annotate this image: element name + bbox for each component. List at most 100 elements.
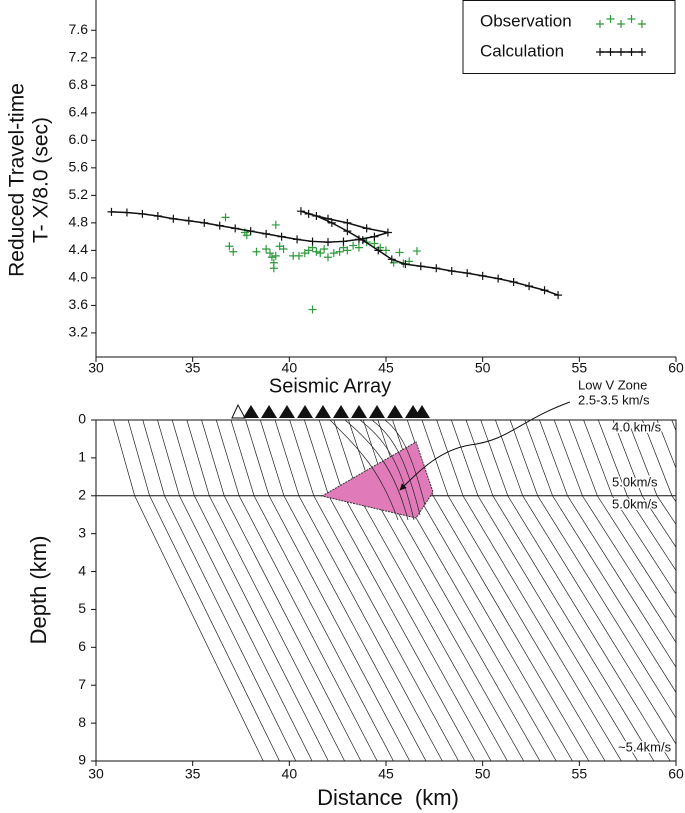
y-tick-label: 6 (78, 638, 86, 654)
calculation-marker (540, 286, 549, 295)
ray (465, 420, 655, 761)
ray (127, 420, 280, 761)
calculation-marker (308, 237, 317, 246)
ray (215, 420, 378, 761)
x-tick-label: 35 (185, 766, 201, 782)
observation-point (271, 251, 280, 260)
observation-point (349, 241, 358, 250)
y-tick-label: 5 (78, 600, 86, 616)
legend-marker (627, 15, 636, 23)
observation-point (266, 249, 274, 258)
y-tick-label: 1 (78, 449, 86, 465)
ray (201, 420, 362, 761)
y-axis-label: Reduced Travel-time (6, 83, 29, 277)
ray (509, 420, 676, 719)
observation-point (295, 251, 303, 260)
x-tick-label: 30 (88, 360, 104, 376)
observation-point (382, 246, 390, 255)
y-tick-label: 0 (78, 411, 86, 427)
calculation-marker (262, 229, 271, 238)
ray (642, 420, 676, 503)
observation-point (354, 243, 363, 252)
calculation-marker (383, 228, 392, 237)
ray (583, 420, 676, 595)
x-tick-label: 30 (88, 766, 104, 782)
y-tick-label: 7 (78, 676, 86, 692)
observation-point (229, 247, 238, 256)
y-tick-label: 4.4 (69, 241, 89, 257)
y-tick-label: 3.6 (69, 296, 89, 312)
annotation: 4.0 km/s (612, 419, 662, 434)
legend-marker (606, 48, 615, 56)
observation-point (312, 247, 321, 256)
calculation-marker (293, 235, 302, 244)
observation-point (252, 247, 261, 256)
zone-rays (329, 420, 426, 521)
y-tick-label: 5.2 (69, 186, 89, 202)
calculation-marker (416, 262, 425, 271)
calculation-marker (138, 209, 147, 218)
calculation-marker (343, 218, 352, 227)
y-tick-label: 7.2 (69, 48, 89, 64)
calculation-marker (354, 235, 363, 244)
observation-point (269, 264, 278, 273)
observation-point (316, 249, 325, 258)
legend-marker (596, 48, 604, 56)
annotation: ~5.4km/s (618, 739, 672, 754)
ray (656, 420, 676, 470)
y-tick-label: 9 (78, 752, 86, 768)
calculation-marker (327, 218, 336, 227)
x-tick-label: 50 (475, 766, 491, 782)
array-title: Seismic Array (269, 375, 391, 397)
calculation-marker (153, 211, 162, 220)
calculation-marker (122, 208, 131, 217)
x-tick-label: 50 (475, 360, 491, 376)
observation-point (335, 247, 344, 256)
x-tick-label: 45 (378, 360, 394, 376)
y-tick-label: 2 (78, 486, 86, 502)
ray (597, 420, 676, 572)
x-tick-label: 60 (668, 766, 684, 782)
calculation-marker (343, 227, 352, 236)
legend-marker (617, 48, 625, 56)
calculation-marker (107, 207, 116, 216)
ray (568, 420, 676, 619)
y-tick-label: 6.4 (69, 104, 89, 120)
calculation-marker (304, 209, 313, 218)
calculation-marker (231, 224, 240, 233)
calculation-marker (401, 260, 410, 269)
calculation-marker (494, 274, 503, 283)
calculation-marker (339, 237, 348, 246)
annotation: 5.0km/s (612, 474, 658, 489)
x-tick-label: 45 (378, 766, 394, 782)
calculation-marker (184, 216, 193, 225)
travel-time-chart: Reduced Travel-time T- X/8.0 (sec) 3.2 3.… (6, 0, 684, 376)
legend-marker (627, 48, 636, 56)
ray (451, 420, 638, 761)
calculation-marker (509, 278, 518, 287)
calculation-marker (478, 271, 487, 280)
observation-point (343, 246, 352, 255)
calculation-marker (324, 214, 332, 223)
y-tick-label: 5.6 (69, 159, 89, 175)
observation-point (271, 220, 280, 229)
calculation-marker (432, 264, 441, 273)
observation-point (308, 305, 317, 314)
observation-point (267, 253, 276, 262)
ray (406, 420, 590, 761)
annotation-arrow (399, 401, 571, 491)
observation-point (324, 253, 332, 262)
ray (113, 420, 264, 761)
x-tick-label: 40 (282, 766, 298, 782)
legend-marker (617, 20, 625, 28)
observation-point (320, 245, 329, 254)
y-axis-label: T- X/8.0 (sec) (30, 117, 53, 243)
legend-marker (638, 20, 646, 28)
x-tick-label: 35 (185, 360, 201, 376)
y-tick-label: 6.8 (69, 76, 89, 92)
legend (462, 0, 676, 74)
ray (171, 420, 329, 761)
observation-point (412, 247, 421, 256)
legend-marker (596, 20, 604, 28)
annotation: 2.5-3.5 km/s (578, 392, 650, 407)
